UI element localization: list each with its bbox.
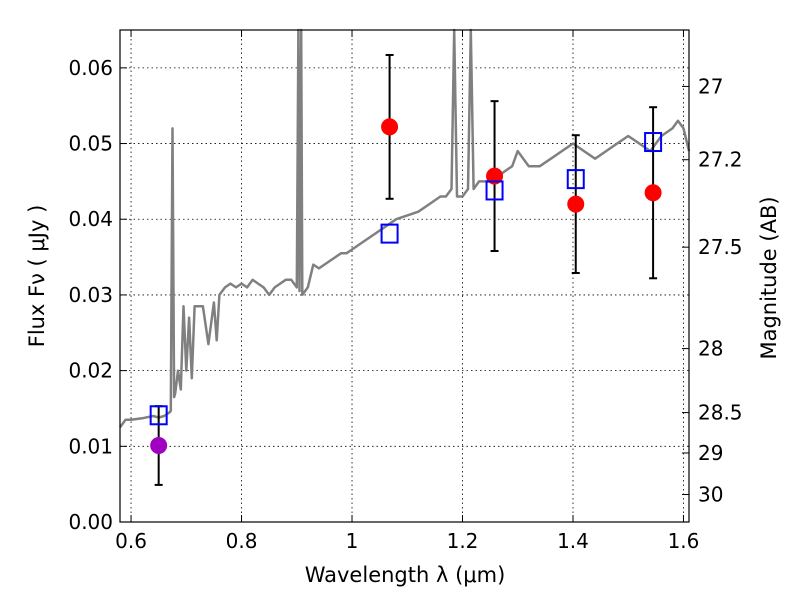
x-axis-label: Wavelength λ (μm) bbox=[305, 563, 506, 587]
x-tick-label: 0.6 bbox=[115, 529, 147, 553]
model-point bbox=[149, 405, 168, 426]
data-point bbox=[567, 195, 585, 213]
magnitude-axis-label: Magnitude (AB) bbox=[757, 196, 781, 359]
x-tick-label: 0.8 bbox=[226, 529, 258, 553]
x-tick-label: 1 bbox=[346, 529, 359, 553]
y-tick-label: 0.02 bbox=[68, 359, 113, 383]
magnitude-tick-label: 28 bbox=[698, 337, 723, 361]
x-axis-ticks: 0.6 0.8 1 1.2 1.4 1.6 bbox=[115, 30, 699, 553]
y-axis-label: Flux Fν ( μJy ) bbox=[25, 205, 49, 348]
x-tick-label: 1.6 bbox=[668, 529, 700, 553]
plot-frame bbox=[119, 29, 690, 523]
magnitude-tick-label: 29 bbox=[698, 441, 723, 465]
y-tick-label: 0.05 bbox=[68, 132, 113, 156]
data-point bbox=[486, 167, 504, 185]
data-point bbox=[150, 437, 168, 455]
photometry-points bbox=[149, 53, 663, 486]
y-axis-ticks: 0.00 0.01 0.02 0.03 0.04 0.05 0.06 bbox=[68, 56, 127, 534]
y-tick-label: 0.03 bbox=[68, 283, 113, 307]
y-tick-label: 0.01 bbox=[68, 434, 113, 458]
y-tick-label: 0.04 bbox=[68, 207, 113, 231]
model-sed-series bbox=[118, 28, 691, 429]
magnitude-tick-label: 27.5 bbox=[698, 235, 743, 259]
data-point bbox=[381, 118, 399, 136]
magnitude-tick-label: 30 bbox=[698, 483, 723, 507]
x-tick-label: 1.4 bbox=[557, 529, 589, 553]
y-tick-label: 0.06 bbox=[68, 56, 113, 80]
magnitude-axis-ticks: 27 27.2 27.5 28 28.5 29 30 bbox=[682, 74, 743, 507]
data-point bbox=[644, 184, 662, 202]
magnitude-tick-label: 28.5 bbox=[698, 401, 743, 425]
sed-line bbox=[118, 28, 691, 429]
y-tick-label: 0.00 bbox=[68, 510, 113, 534]
model-point bbox=[644, 132, 663, 153]
magnitude-tick-label: 27 bbox=[698, 74, 723, 98]
grid-lines bbox=[120, 30, 689, 522]
model-point bbox=[566, 169, 585, 190]
model-point bbox=[485, 180, 504, 201]
x-tick-label: 1.2 bbox=[447, 529, 479, 553]
model-point bbox=[380, 223, 399, 244]
magnitude-tick-label: 27.2 bbox=[698, 148, 743, 172]
